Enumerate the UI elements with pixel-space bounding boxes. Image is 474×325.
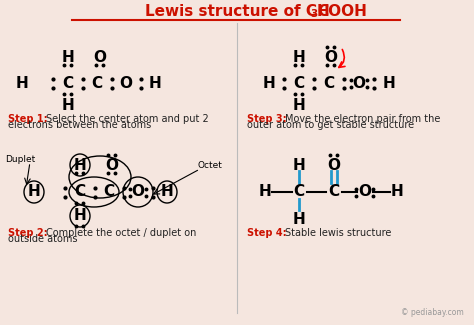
Text: H: H [292, 158, 305, 173]
Text: O: O [353, 75, 365, 90]
Text: H: H [161, 185, 173, 200]
Text: Lewis structure of CH: Lewis structure of CH [145, 5, 329, 20]
Text: O: O [106, 158, 118, 173]
Text: 3: 3 [310, 9, 317, 19]
Text: outer atom to get stable structure: outer atom to get stable structure [247, 120, 414, 130]
Text: C: C [293, 75, 305, 90]
Text: O: O [131, 185, 145, 200]
Text: H: H [391, 185, 403, 200]
Text: H: H [62, 98, 74, 113]
Text: Step 1:: Step 1: [8, 114, 47, 124]
Text: H: H [149, 75, 161, 90]
Text: C: C [63, 75, 73, 90]
Text: H: H [259, 185, 272, 200]
Text: © pediabay.com: © pediabay.com [401, 308, 464, 317]
Text: O: O [328, 158, 340, 173]
Text: O: O [325, 49, 337, 64]
Text: outside atoms: outside atoms [8, 234, 78, 244]
Text: O: O [93, 49, 107, 64]
Text: H: H [27, 185, 40, 200]
Text: C: C [74, 185, 86, 200]
Text: O: O [358, 185, 372, 200]
Text: Move the electron pair from the: Move the electron pair from the [285, 114, 440, 124]
Text: H: H [62, 49, 74, 64]
Text: C: C [328, 185, 339, 200]
Text: Step 2:: Step 2: [8, 228, 47, 238]
Text: Select the center atom and put 2: Select the center atom and put 2 [46, 114, 209, 124]
Text: Duplet: Duplet [5, 154, 35, 163]
Text: H: H [16, 75, 28, 90]
Text: H: H [383, 75, 395, 90]
Text: Complete the octet / duplet on: Complete the octet / duplet on [46, 228, 196, 238]
Text: Step 3:: Step 3: [247, 114, 287, 124]
Text: Step 4:: Step 4: [247, 228, 287, 238]
Text: C: C [103, 185, 115, 200]
Text: O: O [119, 75, 133, 90]
Text: COOH: COOH [317, 5, 367, 20]
Text: H: H [263, 75, 275, 90]
Text: H: H [292, 49, 305, 64]
Text: Octet: Octet [198, 161, 223, 170]
Text: Stable lewis structure: Stable lewis structure [285, 228, 392, 238]
Text: C: C [293, 185, 305, 200]
Text: C: C [323, 75, 335, 90]
Text: H: H [73, 209, 86, 224]
Text: H: H [292, 213, 305, 228]
Text: H: H [73, 158, 86, 173]
Text: C: C [91, 75, 102, 90]
Text: electrons between the atoms: electrons between the atoms [8, 120, 151, 130]
Text: H: H [292, 98, 305, 113]
